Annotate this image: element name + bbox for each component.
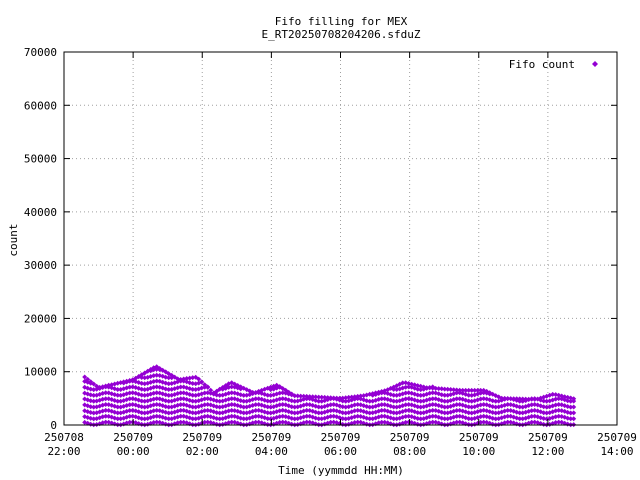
x-axis-label: Time (yymmdd HH:MM) xyxy=(278,464,404,477)
x-tick-time: 14:00 xyxy=(600,445,633,458)
data-points xyxy=(82,364,577,428)
y-tick-label: 70000 xyxy=(24,46,57,59)
y-tick-label: 0 xyxy=(50,419,57,432)
x-tick-date: 250709 xyxy=(113,431,153,444)
x-tick-date: 250709 xyxy=(597,431,637,444)
chart-title: Fifo filling for MEX xyxy=(275,15,408,28)
y-tick-label: 40000 xyxy=(24,206,57,219)
plot-frame xyxy=(63,51,618,426)
legend-marker xyxy=(592,61,598,67)
x-tick-date: 250709 xyxy=(390,431,430,444)
legend: Fifo count xyxy=(509,58,598,71)
x-tick-date: 250709 xyxy=(459,431,499,444)
y-tick-label: 60000 xyxy=(24,99,57,112)
x-tick-date: 250709 xyxy=(252,431,292,444)
y-axis-ticks: 0 10000 20000 30000 40000 50000 60000 70000 xyxy=(24,46,617,432)
x-axis-ticks: 25070822:0025070900:0025070902:002507090… xyxy=(44,52,637,458)
grid-lines xyxy=(64,52,617,425)
x-tick-date: 250709 xyxy=(182,431,222,444)
y-tick-label: 30000 xyxy=(24,259,57,272)
x-tick-time: 10:00 xyxy=(462,445,495,458)
y-axis-label: count xyxy=(7,223,20,256)
legend-label: Fifo count xyxy=(509,58,575,71)
x-tick-time: 06:00 xyxy=(324,445,357,458)
fifo-count-points xyxy=(82,364,577,428)
x-tick-time: 08:00 xyxy=(393,445,426,458)
y-tick-label: 20000 xyxy=(24,312,57,325)
x-tick-date: 250709 xyxy=(528,431,568,444)
x-tick-time: 04:00 xyxy=(255,445,288,458)
x-tick-time: 12:00 xyxy=(531,445,564,458)
x-tick-time: 02:00 xyxy=(186,445,219,458)
x-tick-date: 250708 xyxy=(44,431,84,444)
y-tick-label: 10000 xyxy=(24,366,57,379)
y-tick-label: 50000 xyxy=(24,153,57,166)
x-tick-date: 250709 xyxy=(321,431,361,444)
chart-subtitle: E_RT20250708204206.sfduZ xyxy=(262,28,421,41)
x-tick-time: 22:00 xyxy=(47,445,80,458)
x-tick-time: 00:00 xyxy=(117,445,150,458)
